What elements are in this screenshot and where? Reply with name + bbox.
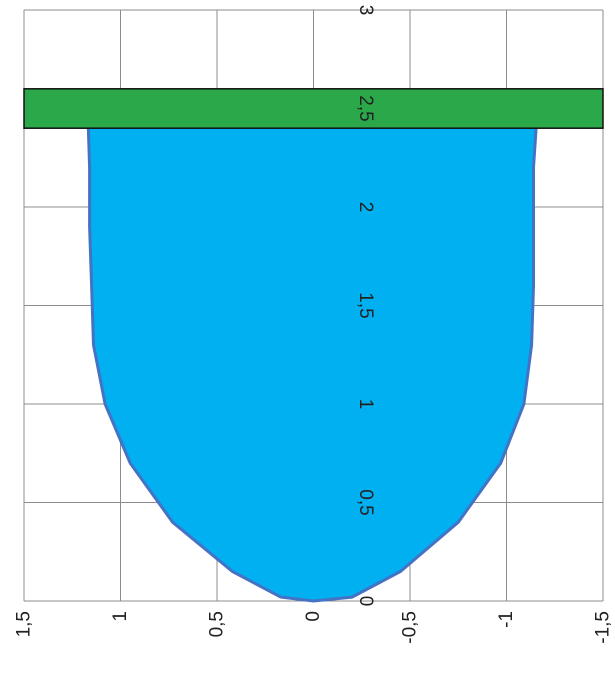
x-tick-label: -1,5	[593, 611, 614, 644]
y-tick-label: 1	[355, 399, 376, 410]
y-tick-label: 0,5	[355, 489, 376, 515]
y-tick-label: 1,5	[355, 292, 376, 318]
x-tick-label: 1	[110, 611, 131, 622]
y-tick-label: 2	[355, 202, 376, 213]
x-tick-label: 0	[303, 611, 324, 622]
y-tick-label: 0	[355, 596, 376, 607]
y-tick-label: 2,5	[355, 95, 376, 121]
x-axis-ticks: 1,5 1 0,5 0 -0,5 -1 -1,5	[14, 611, 614, 644]
x-tick-label: 0,5	[207, 611, 228, 637]
area-outline	[86, 108, 539, 603]
x-tick-label: 1,5	[14, 611, 35, 637]
y-tick-label: 3	[355, 5, 376, 16]
y-axis-ticks: 0 0,5 1 1,5 2 2,5 3	[355, 5, 376, 607]
x-tick-label: -0,5	[400, 611, 421, 644]
water-surface-bar	[23, 88, 604, 129]
area-fill	[87, 108, 538, 601]
x-tick-label: -1	[496, 611, 517, 628]
